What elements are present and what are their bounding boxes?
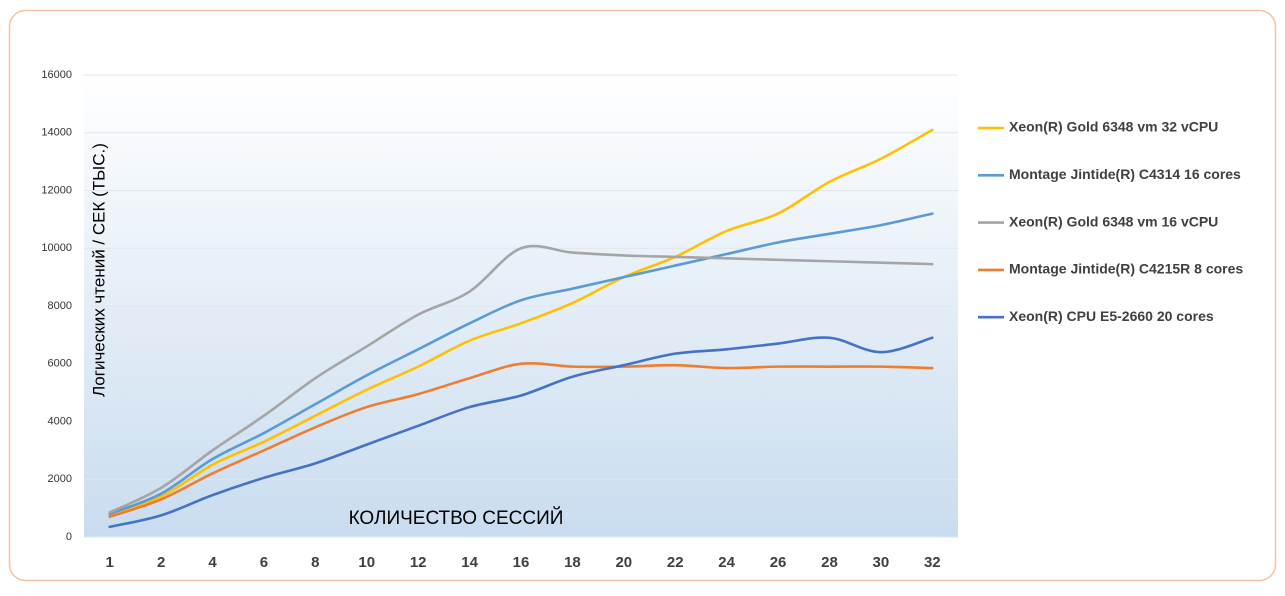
x-tick-label: 12 [410,554,427,571]
legend-label: Xeon(R) Gold 6348 vm 16 vCPU [1009,213,1218,229]
x-tick-label: 28 [821,554,838,571]
series-line [108,212,934,516]
x-tick-label: 4 [208,554,217,571]
y-tick-label: 14000 [41,127,72,139]
x-tick-label: 30 [873,554,890,571]
x-tick-label: 1 [106,554,114,571]
series-line [108,362,934,519]
y-tick-label: 6000 [48,358,72,370]
legend-label: Xeon(R) CPU E5-2660 20 cores [1009,308,1214,324]
x-tick-label: 24 [718,554,735,571]
x-tick-label: 18 [564,554,581,571]
x-tick-label: 2 [157,554,165,571]
x-tick-label: 32 [924,554,941,571]
x-tick-label: 6 [260,554,268,571]
legend-label: Montage Jintide(R) C4215R 8 cores [1009,261,1243,277]
series-line [108,128,934,517]
y-tick-label: 12000 [41,184,72,196]
y-tick-label: 8000 [48,300,72,312]
x-axis-label: КОЛИЧЕСТВО СЕССИЙ [349,507,564,529]
y-tick-label: 16000 [41,69,72,81]
x-tick-label: 8 [311,554,319,571]
y-tick-label: 0 [66,531,72,543]
legend-label: Xeon(R) Gold 6348 vm 32 vCPU [1009,119,1218,135]
legend-label: Montage Jintide(R) C4314 16 cores [1009,166,1241,182]
x-tick-label: 22 [667,554,684,571]
series-line [108,244,934,514]
series-line [108,336,934,529]
x-tick-label: 26 [770,554,787,571]
y-axis-label: Логических чтений / СЕК (ТЫС.) [89,143,108,397]
x-tick-label: 14 [461,554,478,571]
y-tick-label: 10000 [41,242,72,254]
x-tick-label: 16 [513,554,530,571]
x-tick-label: 20 [615,554,632,571]
y-tick-label: 2000 [48,473,72,485]
x-tick-label: 10 [358,554,375,571]
y-tick-label: 4000 [48,415,72,427]
